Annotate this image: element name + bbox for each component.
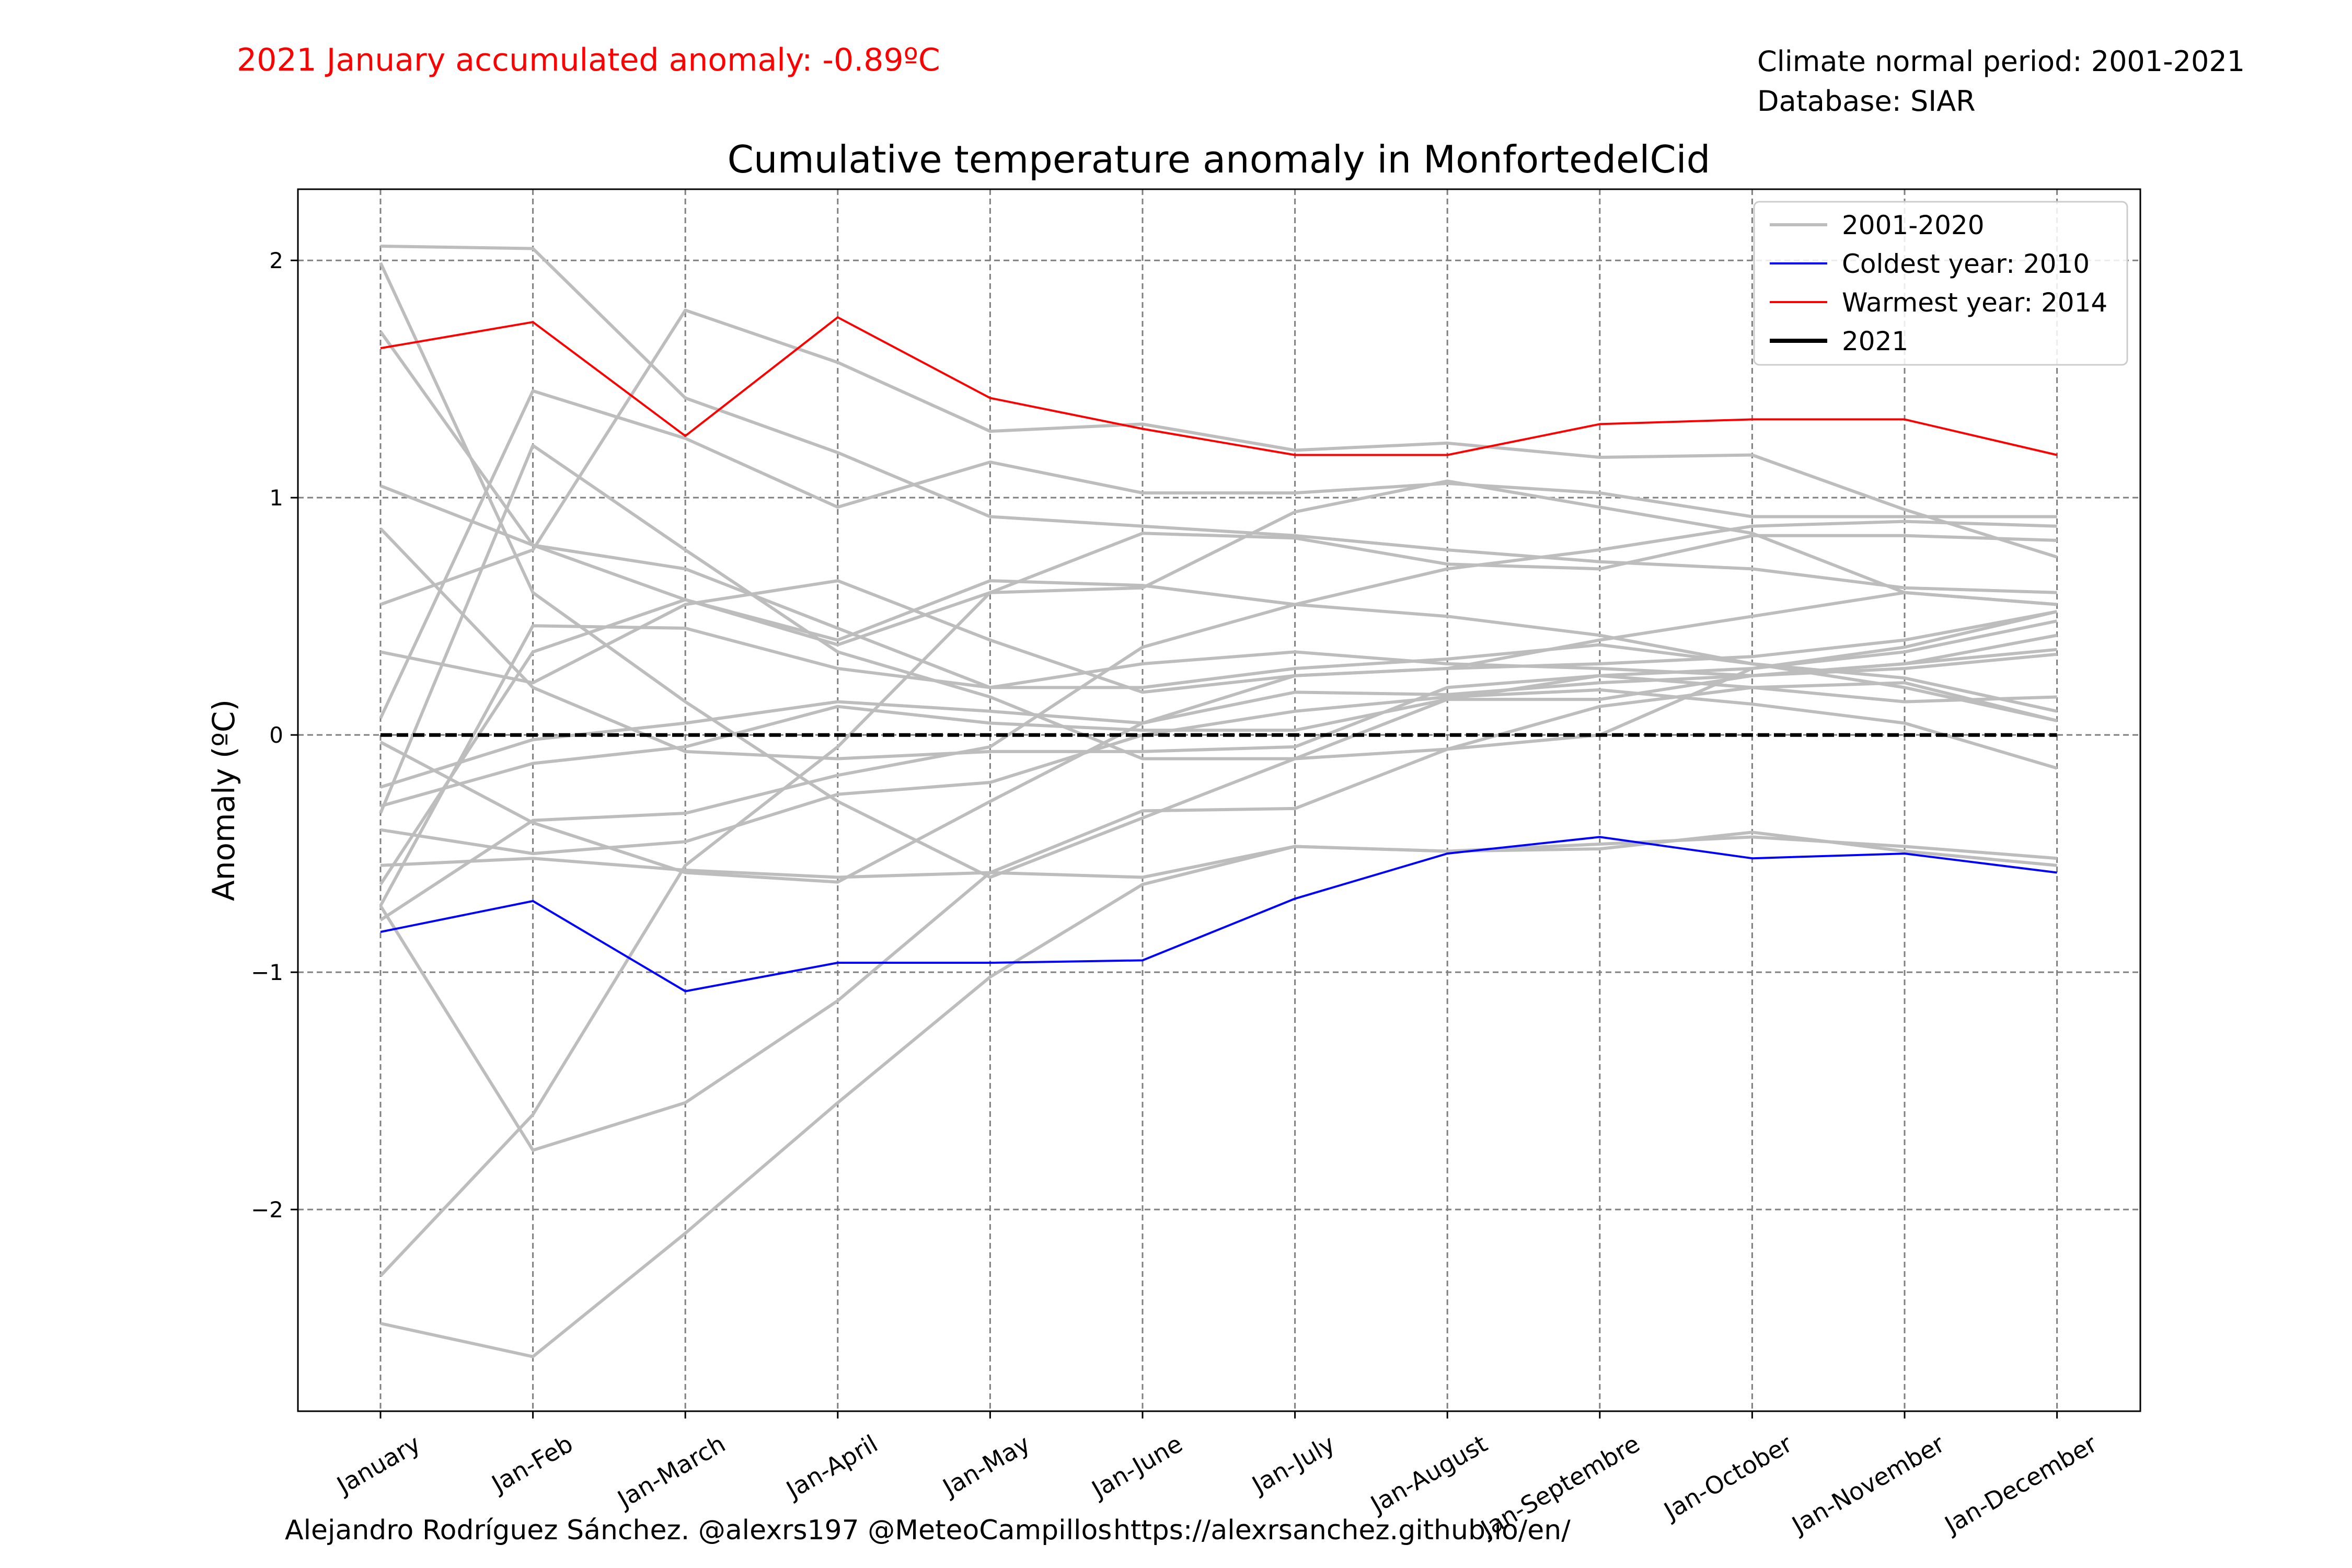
x-tick-label: Jan-July xyxy=(1246,1429,1340,1500)
series-line-past xyxy=(380,579,2057,694)
climate-normal-period-text: Climate normal period: 2001-2021 xyxy=(1757,45,2245,78)
series-line-past xyxy=(380,835,2057,1358)
legend-label: 2001-2020 xyxy=(1842,210,1985,240)
series-line-past xyxy=(379,624,2058,907)
x-tick-label: Jan-May xyxy=(937,1429,1035,1503)
legend-label: Coldest year: 2010 xyxy=(1842,249,2090,279)
series-line-past xyxy=(379,479,2057,1277)
database-text: Database: SIAR xyxy=(1757,85,1976,118)
series-line-warmest xyxy=(380,316,2058,456)
x-tick-label: Jan-November xyxy=(1786,1429,1950,1540)
series-line-coldest xyxy=(380,836,2057,993)
x-tick-label: Jan-June xyxy=(1086,1429,1187,1504)
series-line-past xyxy=(380,831,2057,879)
series-line-past xyxy=(379,389,2057,719)
series-line-past xyxy=(379,610,2058,884)
series-line-past xyxy=(379,330,2058,689)
accumulated-anomaly-text: 2021 January accumulated anomaly: -0.89º… xyxy=(237,42,940,78)
legend-box xyxy=(1753,201,2128,366)
x-tick-label: January xyxy=(331,1429,425,1500)
series-line-past xyxy=(380,652,2057,808)
y-tick-label: 1 xyxy=(269,485,283,511)
series-line-past xyxy=(380,688,2058,856)
legend-label: 2021 xyxy=(1842,326,1908,356)
x-tick-label: Jan-August xyxy=(1365,1429,1492,1519)
series-line-past xyxy=(379,444,2058,814)
legend-label: Warmest year: 2014 xyxy=(1842,287,2107,318)
y-tick-label: 2 xyxy=(269,248,283,273)
plot-area-frame xyxy=(297,188,2141,1412)
y-tick-label: −2 xyxy=(251,1197,283,1223)
x-tick-label: Jan-October xyxy=(1658,1429,1797,1526)
axis-layer: January Jan-Feb Jan-March Jan-April Jan-May J… xyxy=(251,248,2102,1543)
y-axis-label: Anomaly (ºC) xyxy=(206,699,241,901)
series-line-past xyxy=(380,245,2057,594)
series-layer xyxy=(379,245,2058,1358)
chart-title: Cumulative temperature anomaly in Monfor… xyxy=(728,137,1711,181)
legend: 2001-2020 Coldest year: 2010 Warmest year:… xyxy=(1753,201,2128,366)
series-line-past xyxy=(379,308,2058,606)
grid-layer xyxy=(298,189,2140,1411)
y-tick-label: −1 xyxy=(251,960,283,985)
series-line-past xyxy=(379,681,2058,1152)
x-tick-label: Jan-Feb xyxy=(486,1429,578,1499)
author-credit: Alejandro Rodríguez Sánchez. @alexrs197 … xyxy=(285,1515,1112,1546)
x-tick-label: Jan-April xyxy=(780,1429,883,1505)
series-line-past xyxy=(379,520,2057,921)
author-url: https://alexrsanchez.github.io/en/ xyxy=(1113,1515,1571,1546)
x-tick-label: Jan-March xyxy=(612,1429,730,1514)
y-tick-label: 0 xyxy=(269,722,283,748)
series-line-past xyxy=(379,527,2057,760)
series-line-past xyxy=(379,484,2057,647)
x-tick-label: Jan-December xyxy=(1939,1429,2102,1540)
